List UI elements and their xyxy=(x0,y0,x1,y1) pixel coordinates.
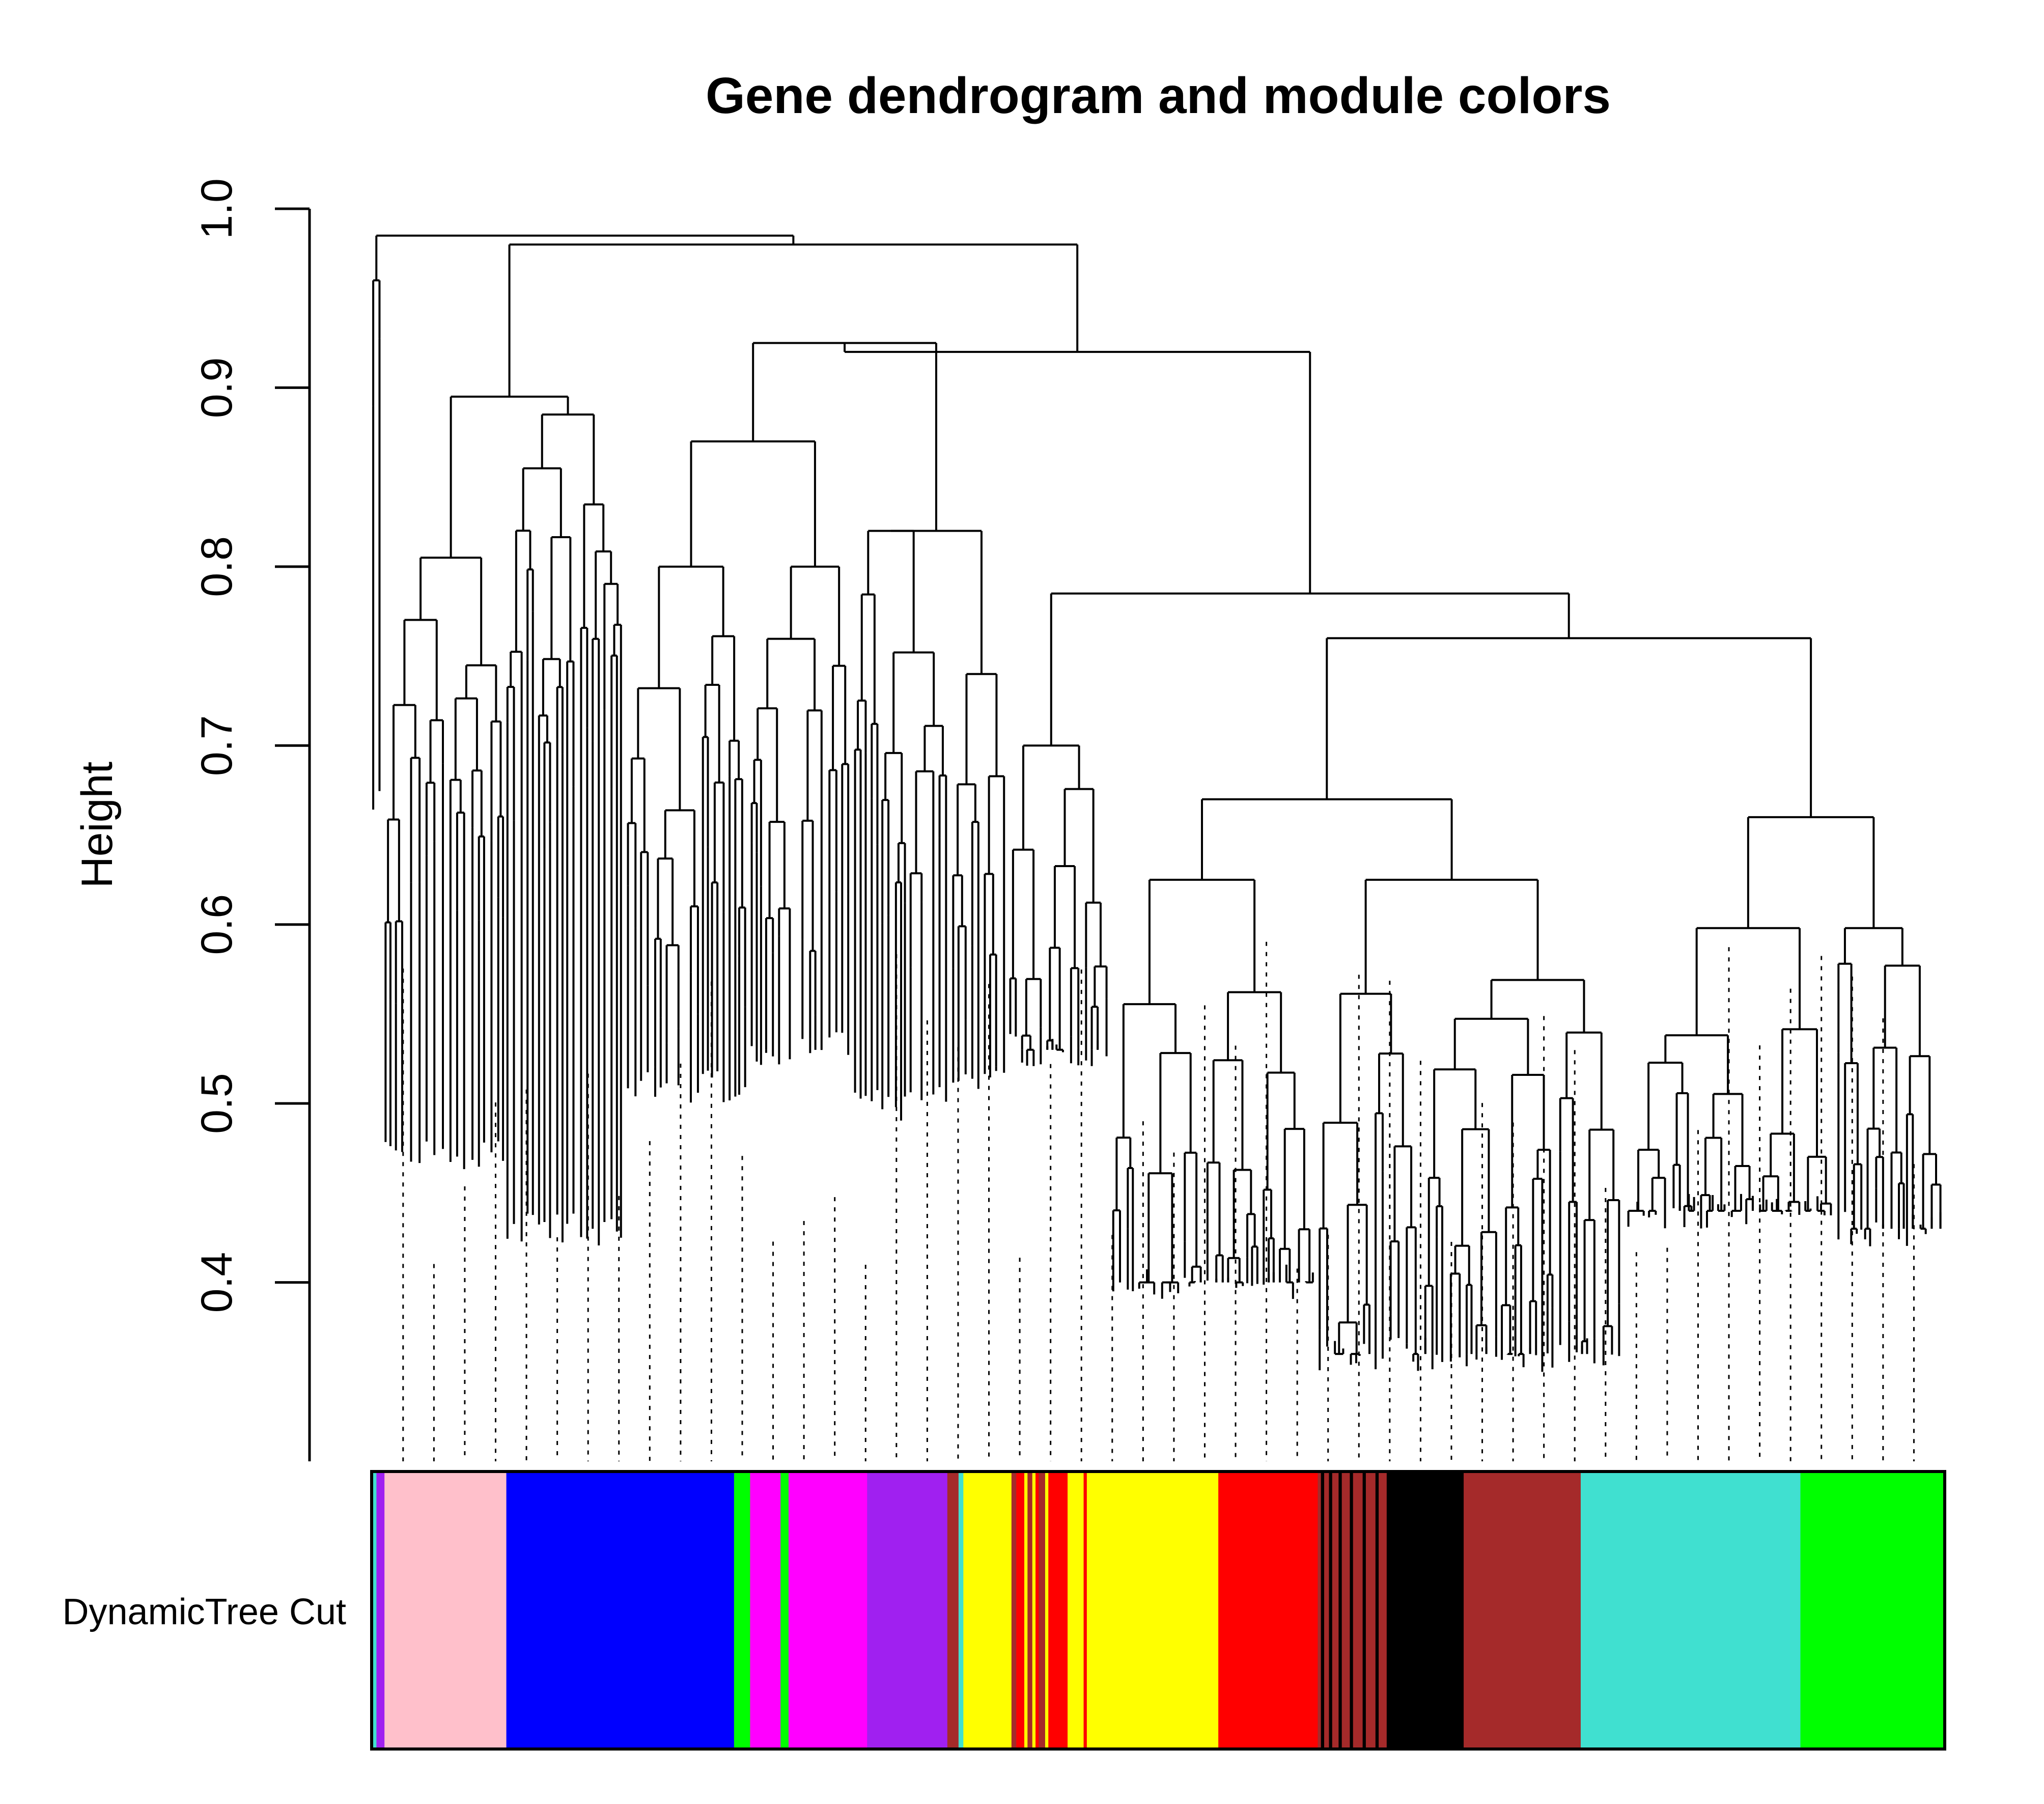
module-segment-red xyxy=(1048,1472,1068,1749)
module-segment-brown xyxy=(1011,1472,1017,1749)
module-segment-green xyxy=(734,1472,751,1749)
y-tick-label: 0.8 xyxy=(192,536,241,597)
module-segment-blue xyxy=(506,1472,735,1749)
module-segment-black xyxy=(1321,1472,1325,1749)
module-segment-brown xyxy=(1027,1472,1033,1749)
module-segment-brown xyxy=(1353,1472,1363,1749)
module-segment-black xyxy=(1362,1472,1366,1749)
module-segment-green xyxy=(1800,1472,1945,1749)
module-segment-yellow xyxy=(1032,1472,1036,1749)
y-tick-label: 0.4 xyxy=(192,1252,241,1313)
module-segment-black xyxy=(1329,1472,1333,1749)
module-segment-brown xyxy=(1332,1472,1339,1749)
module-segment-brown xyxy=(947,1472,959,1749)
module-segment-turquoise xyxy=(958,1472,964,1749)
module-segment-turquoise xyxy=(1580,1472,1801,1749)
dendrogram xyxy=(372,234,1942,1372)
y-tick-label: 0.7 xyxy=(192,715,241,776)
module-segment-magenta xyxy=(788,1472,868,1749)
y-tick-label: 1.0 xyxy=(192,178,241,239)
module-segment-turquoise xyxy=(372,1472,377,1749)
module-segment-black xyxy=(1386,1472,1464,1749)
module-segment-brown xyxy=(1379,1472,1387,1749)
module-segment-purple xyxy=(867,1472,948,1749)
module-segment-brown xyxy=(1324,1472,1330,1749)
dendrogram-guides xyxy=(402,941,1915,1461)
module-color-frame xyxy=(370,1470,1946,1751)
module-segment-black xyxy=(1338,1472,1342,1749)
module-segment-yellow xyxy=(1109,1472,1219,1749)
module-segment-brown xyxy=(1341,1472,1351,1749)
y-axis: 0.4 0.5 0.6 0.7 0.8 0.9 1.0 xyxy=(192,178,311,1461)
module-segment-red xyxy=(1035,1472,1040,1749)
module-segment-green xyxy=(780,1472,789,1749)
module-segment-red xyxy=(1218,1472,1319,1749)
y-axis-label: Height xyxy=(73,762,122,889)
module-segment-black xyxy=(1375,1472,1379,1749)
y-tick-label: 0.6 xyxy=(192,894,241,955)
module-segment-red xyxy=(1083,1472,1087,1749)
module-segment-yellow xyxy=(1045,1472,1049,1749)
y-tick-label: 0.5 xyxy=(192,1073,241,1134)
module-segment-yellow xyxy=(1086,1472,1110,1749)
chart-title: Gene dendrogram and module colors xyxy=(706,67,1611,124)
module-segment-brown xyxy=(1464,1472,1581,1749)
module-segment-purple xyxy=(376,1472,385,1749)
module-segment-red xyxy=(1016,1472,1025,1749)
module-segment-yellow xyxy=(963,1472,1012,1749)
module-row-label: DynamicTree Cut xyxy=(63,1592,346,1632)
module-segment-magenta xyxy=(750,1472,781,1749)
y-tick-label: 0.9 xyxy=(192,357,241,419)
module-segment-pink xyxy=(384,1472,507,1749)
module-color-row xyxy=(372,1472,1945,1749)
module-segment-yellow xyxy=(1024,1472,1028,1749)
module-segment-brown xyxy=(1039,1472,1046,1749)
module-segment-brown xyxy=(1318,1472,1322,1749)
module-segment-yellow xyxy=(1068,1472,1084,1749)
module-segment-black xyxy=(1350,1472,1354,1749)
module-segment-brown xyxy=(1365,1472,1376,1749)
